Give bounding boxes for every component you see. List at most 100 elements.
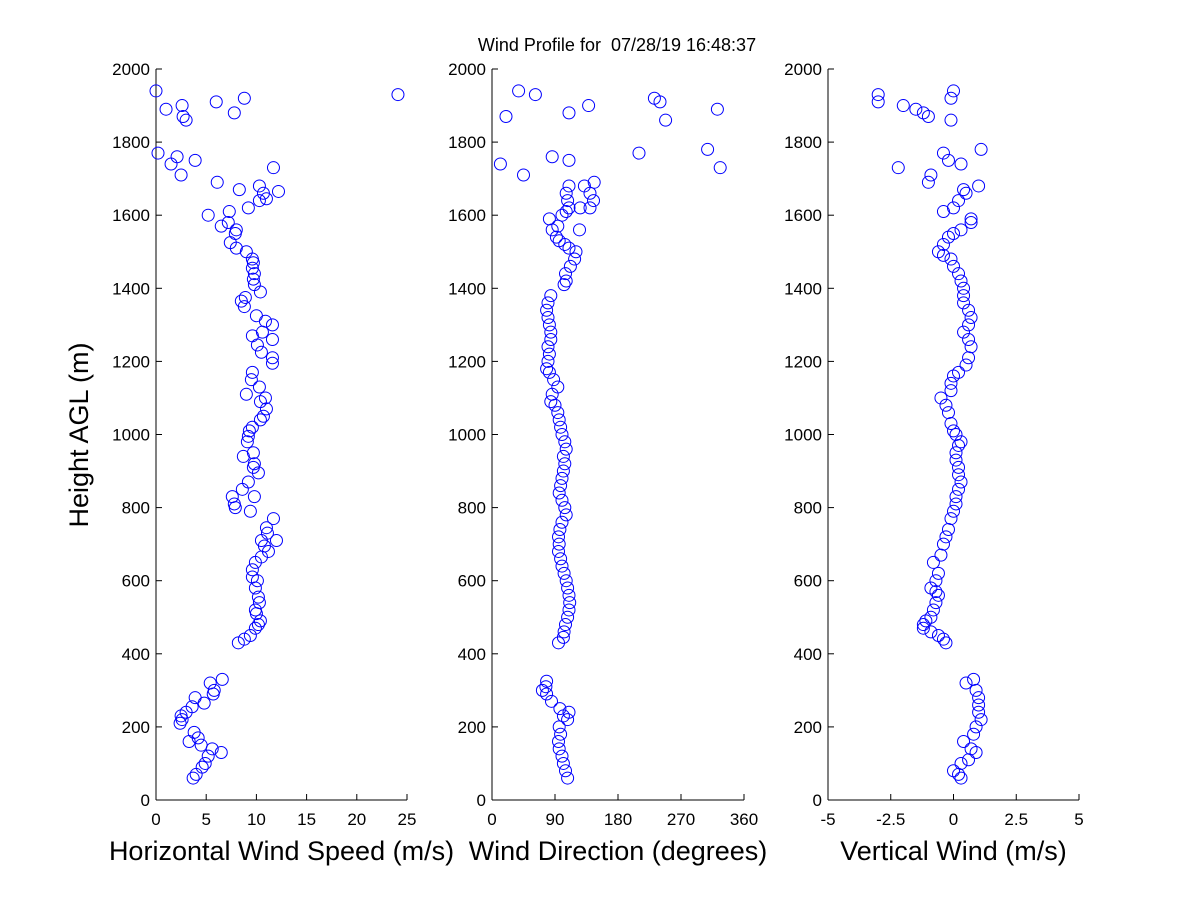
direction-xtick-label: 0 xyxy=(487,810,496,829)
direction-data-point xyxy=(552,413,566,427)
vertical-ytick-label: 200 xyxy=(794,718,822,737)
direction-data-point xyxy=(701,142,715,156)
vertical-data-point xyxy=(944,512,958,526)
direction-data-point xyxy=(653,95,667,109)
direction-data-point xyxy=(561,713,575,727)
speed-data-point xyxy=(251,618,265,632)
direction-data-point xyxy=(555,749,569,763)
vertical-data-point xyxy=(936,537,950,551)
direction-data-point xyxy=(528,88,542,102)
vertical-data-point xyxy=(871,88,885,102)
direction-data-point xyxy=(563,596,577,610)
vertical-data-point xyxy=(926,555,940,569)
speed-data-point xyxy=(265,356,279,370)
speed-data-point xyxy=(188,691,202,705)
speed-data-point xyxy=(151,146,165,160)
direction-data-point xyxy=(559,205,573,219)
direction-data-point xyxy=(587,194,600,208)
speed-data-point xyxy=(173,716,187,730)
direction-data-point xyxy=(517,168,530,182)
vertical-data-point xyxy=(934,548,948,562)
speed-ytick-label: 600 xyxy=(122,572,150,591)
speed-data-point xyxy=(176,110,190,124)
speed-data-point xyxy=(225,490,239,504)
vertical-data-point xyxy=(959,186,973,200)
speed-data-point xyxy=(253,285,267,299)
speed-data-point xyxy=(243,629,257,643)
speed-data-point xyxy=(209,95,223,109)
speed-data-point xyxy=(244,373,258,387)
direction-data-point xyxy=(659,113,673,127)
speed-data-point xyxy=(198,756,212,770)
speed-data-point xyxy=(266,161,280,175)
direction-ytick-label: 1600 xyxy=(448,206,486,225)
speed-data-point xyxy=(222,205,236,219)
speed-data-point xyxy=(253,614,267,628)
speed-data-point xyxy=(252,380,266,394)
figure-title: Wind Profile for 07/28/19 16:48:37 xyxy=(478,35,756,55)
vertical-data-point xyxy=(949,453,963,467)
direction-data-point xyxy=(562,153,576,167)
speed-data-point xyxy=(203,676,217,690)
vertical-data-point xyxy=(964,216,978,230)
direction-data-point xyxy=(552,544,565,558)
speed-xtick-label: 10 xyxy=(247,810,266,829)
vertical-data-point xyxy=(944,376,958,390)
direction-data-point xyxy=(552,530,565,544)
direction-data-point xyxy=(539,680,553,694)
speed-data-point xyxy=(210,175,224,189)
vertical-data-point xyxy=(891,161,905,175)
vertical-xtick-label: -2.5 xyxy=(876,810,905,829)
direction-data-point xyxy=(499,110,513,124)
direction-data-point xyxy=(713,161,727,175)
direction-ytick-label: 0 xyxy=(477,791,486,810)
vertical-data-point xyxy=(957,289,971,303)
vertical-ytick-label: 1800 xyxy=(784,133,822,152)
speed-data-point xyxy=(238,290,252,304)
vertical-wind-panel: 0 200 400 600 800 1000 1200 1400 1600 1800 2000 -5 -… xyxy=(784,60,1084,866)
direction-data-point xyxy=(587,175,601,189)
speed-data-point xyxy=(201,208,215,222)
vertical-data-point xyxy=(949,428,963,441)
direction-data-point xyxy=(561,194,575,208)
vertical-data-point xyxy=(952,460,966,474)
vertical-data-point xyxy=(959,676,973,690)
vertical-data-point xyxy=(952,468,966,482)
vertical-data-point xyxy=(947,201,960,215)
vertical-ytick-label: 400 xyxy=(794,645,822,664)
direction-data-point xyxy=(541,311,555,325)
speed-data-point xyxy=(245,420,259,434)
speed-data-point xyxy=(249,309,263,323)
speed-data-point xyxy=(265,318,279,332)
vertical-data-point xyxy=(969,683,983,697)
vertical-data-point xyxy=(959,358,973,372)
speed-data-point xyxy=(247,278,261,292)
speed-ytick-label: 1400 xyxy=(112,279,150,298)
vertical-data-point xyxy=(947,504,960,518)
direction-data-point xyxy=(562,588,576,602)
direction-data-point xyxy=(562,106,576,120)
direction-data-point xyxy=(556,449,570,463)
speed-data-point xyxy=(242,424,256,438)
direction-data-point xyxy=(710,102,724,116)
vertical-data-point xyxy=(936,205,950,219)
vertical-data-point xyxy=(974,142,988,156)
direction-data-point xyxy=(568,252,582,266)
speed-xtick-label: 15 xyxy=(297,810,316,829)
vertical-data-point xyxy=(972,179,986,193)
speed-data-point xyxy=(253,413,267,427)
vertical-ytick-label: 600 xyxy=(794,572,822,591)
direction-data-point xyxy=(549,230,563,244)
vertical-data-point xyxy=(949,497,963,511)
y-axis-label: Height AGL (m) xyxy=(64,342,94,527)
vertical-data-point xyxy=(962,332,976,346)
direction-data-point xyxy=(563,259,577,273)
speed-data-point xyxy=(246,272,260,286)
direction-data-point xyxy=(561,581,575,595)
vertical-data-point xyxy=(962,351,976,365)
speed-data-point xyxy=(207,683,221,697)
vertical-data-point xyxy=(941,153,955,167)
vertical-data-point xyxy=(947,424,960,438)
vertical-data-point xyxy=(954,274,968,288)
direction-data-point xyxy=(562,705,576,719)
